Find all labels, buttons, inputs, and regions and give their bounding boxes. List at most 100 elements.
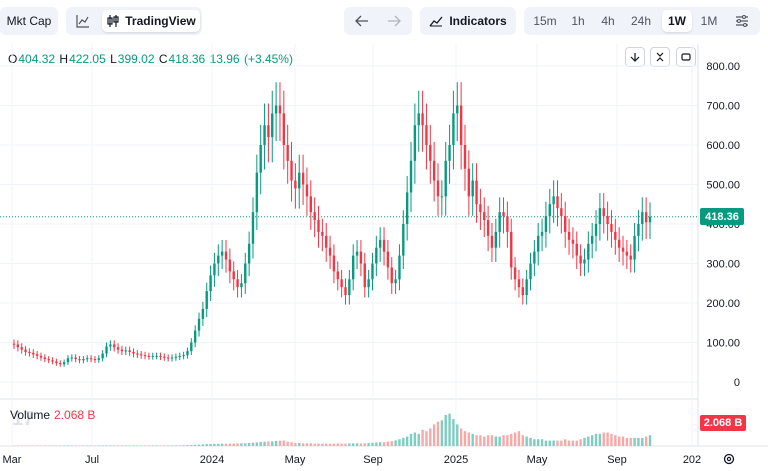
candle-body (298, 172, 301, 189)
candle-body (193, 330, 197, 343)
y-tick-label: 600.00 (706, 140, 740, 152)
mkt-cap-button[interactable]: Mkt Cap (0, 7, 58, 35)
candle-body (348, 279, 351, 296)
volume-bar (386, 441, 390, 446)
axis-settings-button[interactable] (720, 450, 738, 468)
candle-body (116, 347, 120, 350)
interval-label: 4h (601, 14, 615, 28)
volume-bar (429, 428, 432, 446)
candle-body (567, 231, 571, 240)
volume-bar (313, 443, 316, 446)
volume-bar (475, 435, 478, 446)
candle-body (617, 239, 621, 248)
candle-body (425, 125, 428, 145)
x-tick-label: Sep (363, 454, 383, 466)
volume-bar (305, 443, 309, 446)
volume-bar (486, 435, 490, 446)
volume-bar (213, 443, 216, 446)
collapse-button[interactable] (650, 47, 670, 67)
candle-body (147, 355, 151, 357)
volume-bar (363, 443, 366, 446)
candle-body (375, 247, 378, 264)
candle-body (163, 356, 166, 358)
volume-bar (105, 445, 108, 446)
volume-bar (375, 442, 378, 446)
arrow-left-icon (355, 15, 368, 27)
candle-body (490, 235, 494, 248)
volume-bar (205, 444, 208, 446)
line-chart-button[interactable] (68, 7, 98, 35)
volume-bar (402, 437, 405, 446)
candle-body (456, 105, 459, 114)
candle-body (537, 235, 540, 252)
candles (12, 82, 652, 367)
candle-body (186, 351, 189, 356)
candle-body (190, 342, 193, 352)
candle-body (644, 212, 648, 223)
volume-bar (224, 443, 228, 446)
collapse-icon (656, 52, 664, 62)
interval-1m[interactable]: 1M (694, 7, 724, 35)
volume-bar (271, 441, 274, 446)
scroll-to-latest-button[interactable] (625, 47, 645, 67)
volume-bar (174, 445, 178, 446)
volume-bar (367, 443, 370, 446)
candle-body (598, 208, 602, 224)
undo-button[interactable] (348, 7, 376, 35)
candle-body (55, 361, 58, 364)
chart-settings-button[interactable] (728, 7, 756, 35)
interval-1w[interactable]: 1W (662, 10, 692, 32)
candle-body (213, 263, 216, 276)
redo-button[interactable] (380, 7, 408, 35)
volume-bar (517, 431, 521, 446)
candle-body (436, 180, 440, 197)
candle-body (633, 235, 636, 260)
candle-body (232, 271, 235, 280)
candle-body (610, 224, 613, 232)
x-tick-label: Sep (607, 454, 627, 466)
interval-4h[interactable]: 4h (594, 7, 622, 35)
volume-bar (328, 443, 332, 446)
tradingview-button[interactable]: TradingView (102, 10, 200, 32)
interval-group (524, 7, 760, 35)
low-label: L (110, 52, 117, 66)
candle-body (143, 355, 147, 357)
candle-body (28, 351, 31, 353)
volume-bar (170, 445, 174, 446)
volume-bar (440, 420, 444, 446)
candle-body (444, 160, 447, 197)
fullscreen-button[interactable] (676, 47, 696, 67)
interval-1h[interactable]: 1h (564, 7, 592, 35)
volume-bar (448, 413, 451, 446)
candle-body (305, 184, 309, 197)
volume-bar (232, 443, 235, 446)
volume-bar (398, 439, 401, 446)
candle-body (494, 231, 498, 248)
y-tick-label: 800.00 (706, 61, 740, 73)
candle-body (89, 358, 93, 360)
indicators-button[interactable]: Indicators (420, 7, 516, 35)
candle-body (178, 355, 181, 357)
candle-body (340, 279, 343, 288)
candle-body (583, 259, 586, 264)
interval-24h[interactable]: 24h (624, 7, 658, 35)
interval-label: 1h (571, 14, 585, 28)
volume-bar (436, 421, 440, 446)
volume-bar (236, 443, 239, 446)
volume-bar (355, 443, 359, 446)
candle-body (170, 357, 174, 359)
volume-bar (421, 429, 424, 446)
candle-body (251, 212, 255, 244)
candle-body (317, 220, 320, 232)
candle-body (321, 231, 324, 236)
volume-bar (540, 439, 544, 446)
candle-body (452, 113, 455, 145)
volume-bar (340, 443, 343, 446)
interval-15m[interactable]: 15m (528, 7, 562, 35)
candle-body (371, 263, 374, 280)
volume-bar (590, 435, 594, 446)
volume-bar (193, 444, 197, 446)
candle-body (325, 235, 328, 248)
x-tick-label: Mar (3, 454, 22, 466)
